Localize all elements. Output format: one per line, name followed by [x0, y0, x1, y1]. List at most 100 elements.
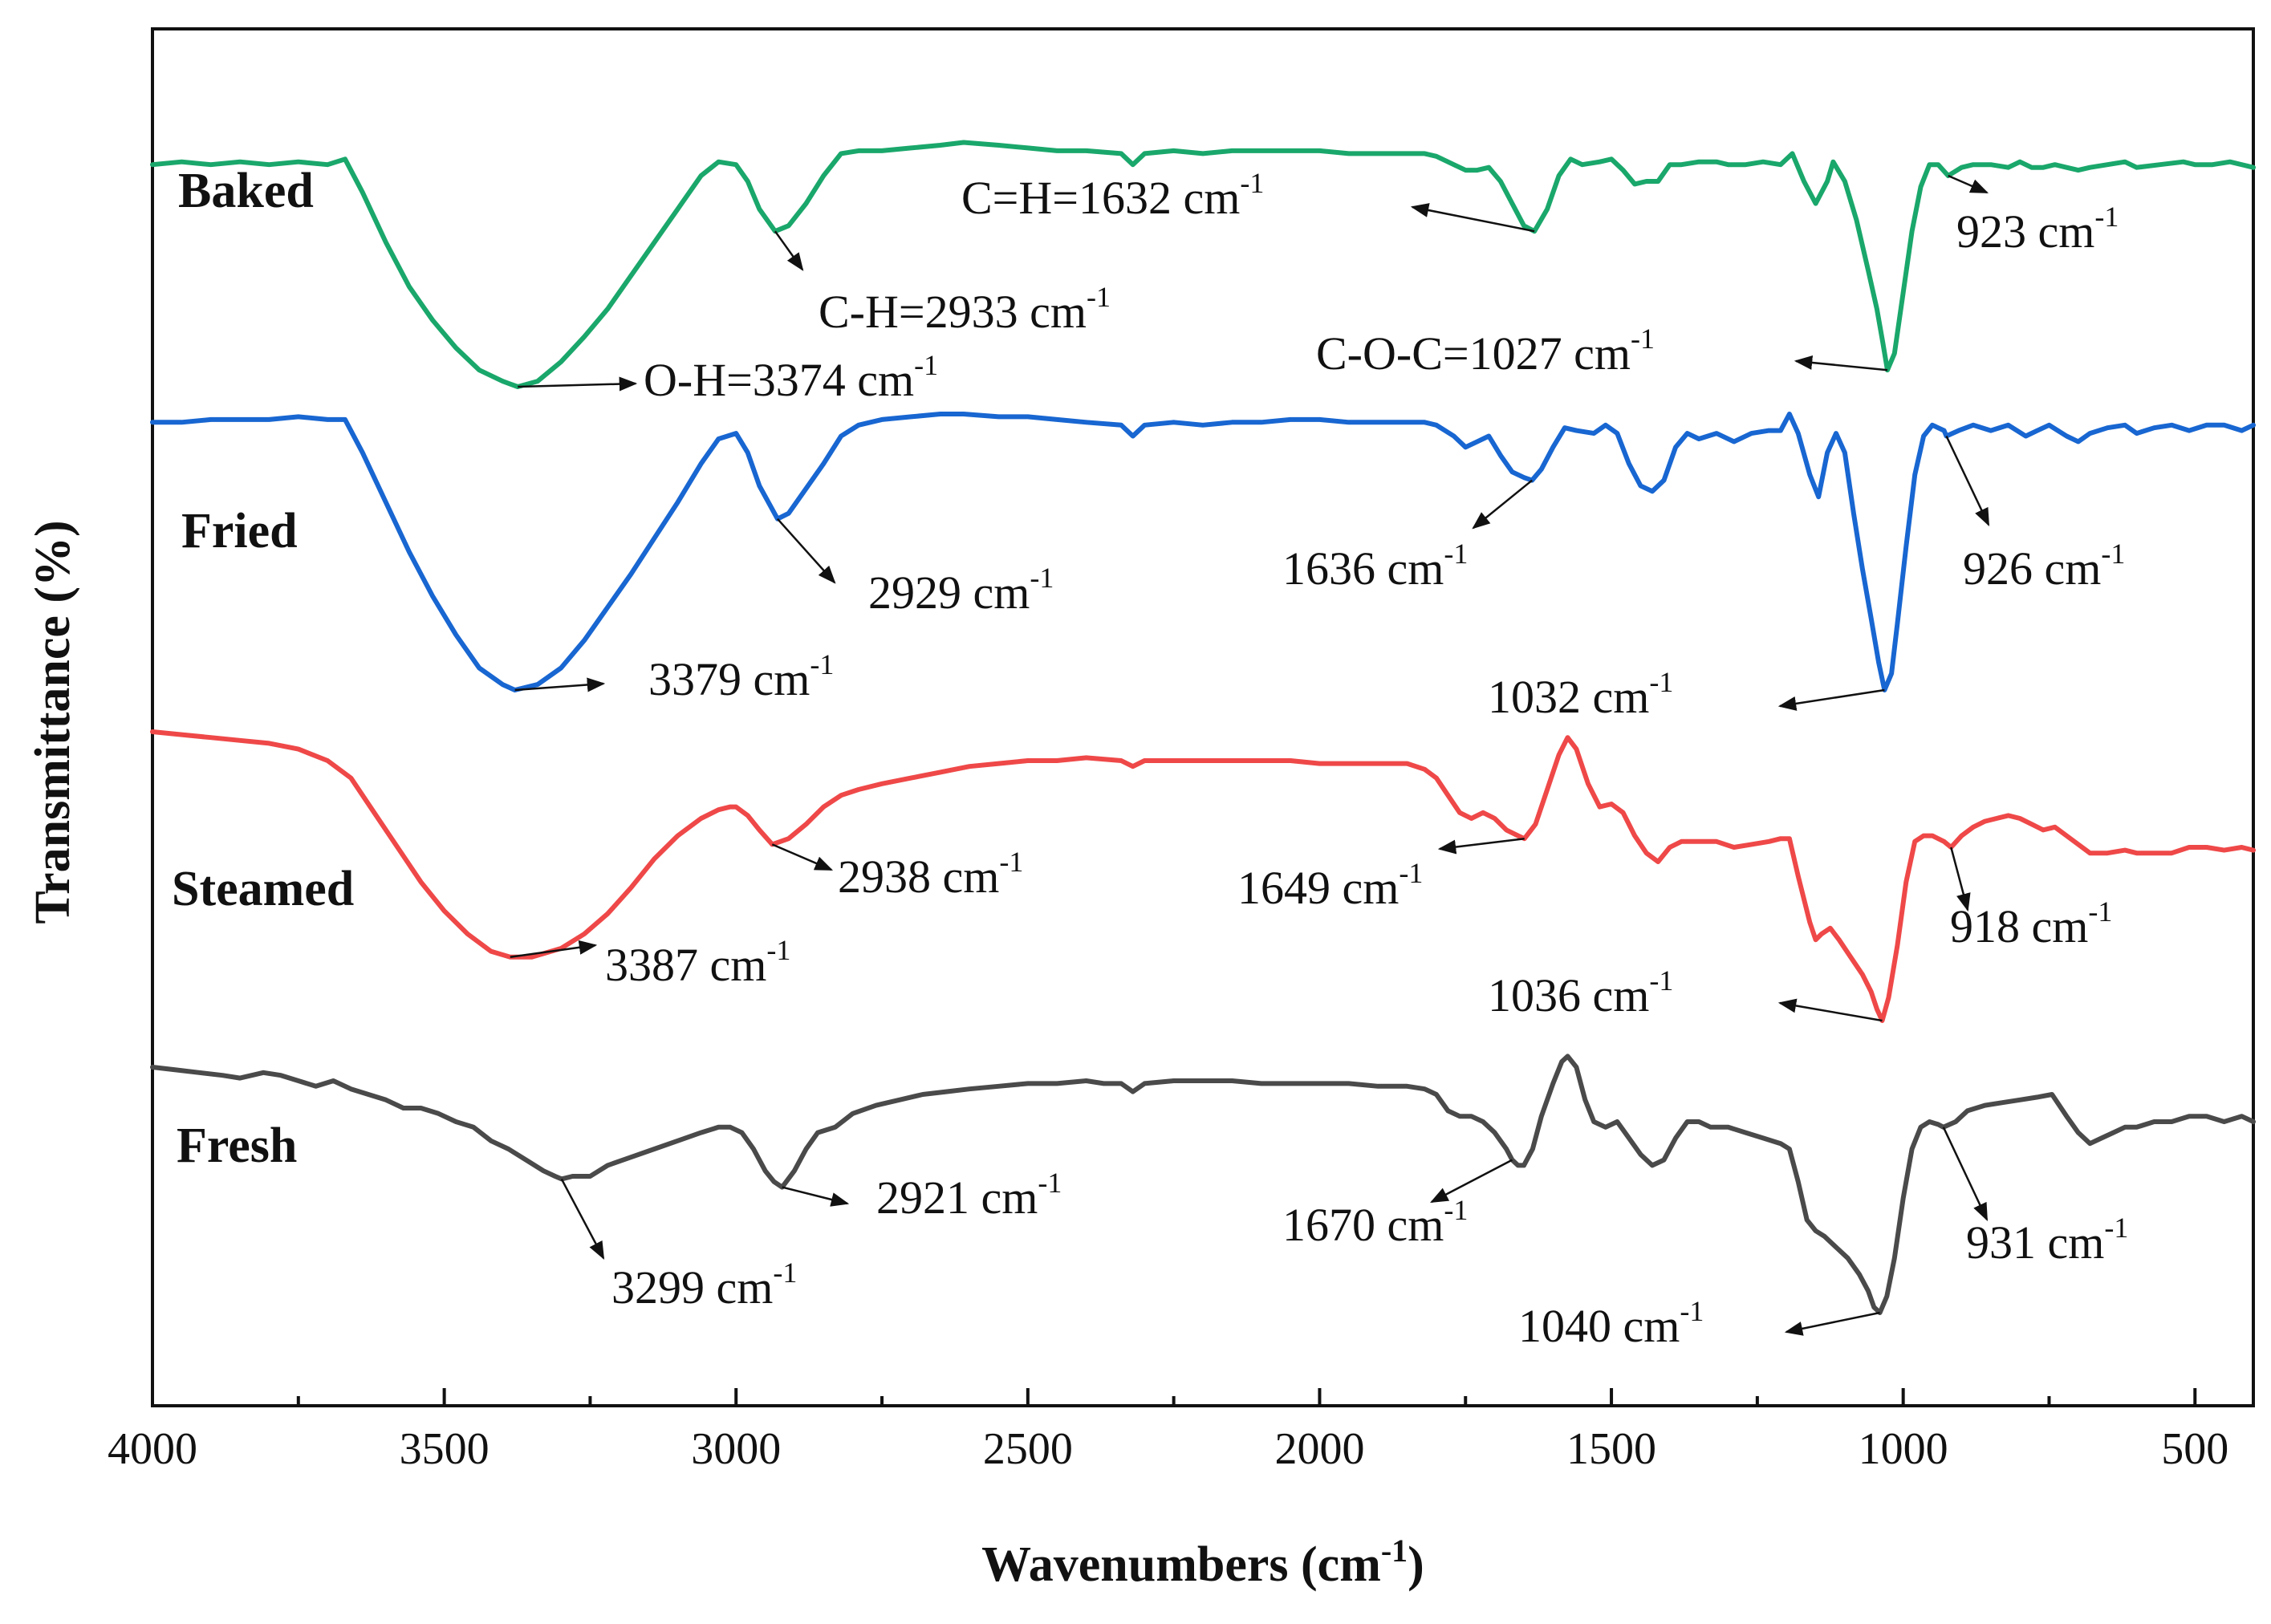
- annotation-baked-1027-label: C-O-C=1027 cm-1: [1316, 323, 1655, 380]
- annotation-baked-3374-arrow: [518, 376, 638, 392]
- x-tick-label-3000: 3000: [691, 1424, 781, 1474]
- annotation-fried-1636-arrow: [1472, 479, 1533, 530]
- annotation-steamed-2938-label: 2938 cm-1: [838, 846, 1023, 903]
- annotation-steamed-918-arrow: [1950, 847, 1971, 912]
- annotation-fried-926-label: 926 cm-1: [1963, 538, 2125, 595]
- plot-frame: [151, 27, 2255, 1407]
- annotation-baked-2933-arrow: [774, 230, 804, 271]
- annotation-steamed-918-sup: -1: [2088, 895, 2112, 928]
- annotation-fresh-3299-text: 3299 cm: [611, 1261, 773, 1313]
- series-label-baked: Baked: [178, 164, 314, 218]
- annotation-steamed-1036-sup: -1: [1649, 964, 1673, 997]
- annotation-steamed-1649-text: 1649 cm: [1237, 862, 1399, 914]
- annotation-baked-1027-arrow: [1794, 355, 1888, 371]
- series-line-fresh: [150, 1054, 2256, 1315]
- annotation-fresh-1040-sup: -1: [1680, 1295, 1704, 1327]
- annotation-baked-1027-text: C-O-C=1027 cm: [1316, 327, 1631, 380]
- series-line-fried: [150, 412, 2256, 692]
- annotation-steamed-3387-text: 3387 cm: [605, 939, 766, 991]
- annotation-fried-3379-text: 3379 cm: [648, 653, 810, 705]
- annotation-baked-923-sup: -1: [2094, 201, 2119, 233]
- annotation-steamed-3387-label: 3387 cm-1: [605, 934, 790, 991]
- series-lines: [150, 140, 2256, 1315]
- annotation-baked-3374-label: O-H=3374 cm-1: [644, 349, 938, 406]
- annotation-fried-1636-label: 1636 cm-1: [1282, 538, 1468, 595]
- annotation-fried-1636-text: 1636 cm: [1282, 542, 1444, 595]
- annotation-steamed-1036-text: 1036 cm: [1488, 969, 1649, 1021]
- annotation-fried-1636-sup: -1: [1444, 538, 1468, 570]
- annotation-fried-3379-label: 3379 cm-1: [648, 648, 834, 705]
- annotation-fried-926-arrow: [1945, 435, 1990, 527]
- annotation-fried-1032-label: 1032 cm-1: [1488, 666, 1673, 723]
- annotation-fried-2929-label: 2929 cm-1: [868, 562, 1054, 619]
- x-tick-label-4000: 4000: [108, 1424, 197, 1474]
- x-tick-label-3500: 3500: [400, 1424, 490, 1474]
- annotation-fried-926-text: 926 cm: [1963, 542, 2101, 595]
- annotation-fried-1032-text: 1032 cm: [1488, 671, 1649, 723]
- series-label-fresh: Fresh: [177, 1119, 297, 1173]
- series-label-steamed: Steamed: [172, 862, 354, 916]
- annotation-fried-2929-text: 2929 cm: [868, 566, 1030, 619]
- x-axis-title: Wavenumbers (cm-1): [981, 1533, 1424, 1592]
- annotation-baked-1632-label: C=H=1632 cm-1: [961, 167, 1264, 224]
- annotation-fresh-2921-text: 2921 cm: [876, 1171, 1038, 1224]
- annotation-baked-923-text: 923 cm: [1956, 205, 2094, 258]
- annotation-fresh-1670-arrow: [1430, 1159, 1513, 1204]
- x-tick-label-1500: 1500: [1566, 1424, 1656, 1474]
- series-line-steamed: [150, 729, 2256, 1023]
- annotation-fried-3379-sup: -1: [810, 648, 834, 680]
- annotation-fresh-931-arrow: [1942, 1127, 1989, 1222]
- annotation-steamed-1649-arrow: [1437, 837, 1525, 855]
- annotation-fresh-1670-text: 1670 cm: [1282, 1199, 1444, 1251]
- x-axis-title-main: Wavenumbers (cm: [981, 1537, 1381, 1592]
- annotation-fresh-1670-label: 1670 cm-1: [1282, 1194, 1468, 1251]
- annotation-steamed-1036-arrow: [1777, 998, 1883, 1022]
- annotation-fresh-3299-arrow: [560, 1178, 605, 1260]
- annotation-steamed-1649-sup: -1: [1399, 857, 1423, 889]
- annotations: O-H=3374 cm-1C-H=2933 cm-1C=H=1632 cm-1C…: [510, 167, 2128, 1352]
- annotation-steamed-3387-arrow: [510, 940, 598, 959]
- annotation-baked-1632-text: C=H=1632 cm: [961, 172, 1240, 224]
- annotation-baked-3374-text: O-H=3374 cm: [644, 354, 914, 406]
- annotation-steamed-2938-arrow: [771, 843, 834, 871]
- annotation-baked-1632-arrow: [1410, 203, 1535, 233]
- annotation-baked-2933-text: C-H=2933 cm: [819, 286, 1087, 338]
- annotation-fresh-931-label: 931 cm-1: [1966, 1212, 2128, 1269]
- annotation-fresh-3299-sup: -1: [773, 1257, 797, 1289]
- x-tick-label-2000: 2000: [1274, 1424, 1364, 1474]
- y-axis-title: Transmittance (%): [26, 520, 80, 924]
- x-tick-label-1000: 1000: [1859, 1424, 1948, 1474]
- annotation-baked-3374-sup: -1: [914, 349, 938, 381]
- annotation-fresh-1040-text: 1040 cm: [1518, 1300, 1680, 1352]
- series-labels: Baked Fried Steamed Fresh: [172, 164, 354, 1173]
- annotation-steamed-2938-text: 2938 cm: [838, 851, 999, 903]
- annotation-fried-1032-arrow: [1777, 688, 1885, 711]
- axes: [151, 27, 2255, 1407]
- x-axis-title-sup: -1: [1381, 1533, 1408, 1569]
- series-label-fried: Fried: [181, 504, 298, 558]
- annotation-steamed-2938-sup: -1: [999, 846, 1023, 878]
- annotation-fresh-2921-sup: -1: [1038, 1167, 1062, 1199]
- annotation-fresh-1040-arrow: [1784, 1311, 1880, 1336]
- annotation-fresh-1670-sup: -1: [1444, 1194, 1468, 1226]
- annotation-fresh-3299-label: 3299 cm-1: [611, 1257, 797, 1313]
- annotation-fresh-931-text: 931 cm: [1966, 1216, 2104, 1269]
- annotation-fresh-2921-label: 2921 cm-1: [876, 1167, 1062, 1224]
- annotation-steamed-1036-label: 1036 cm-1: [1488, 964, 1673, 1021]
- annotation-fresh-1040-label: 1040 cm-1: [1518, 1295, 1704, 1352]
- series-line-baked: [150, 140, 2256, 389]
- x-tick-label-500: 500: [2161, 1424, 2228, 1474]
- annotation-baked-2933-sup: -1: [1087, 281, 1111, 313]
- annotation-baked-1027-sup: -1: [1631, 323, 1655, 355]
- annotation-steamed-918-text: 918 cm: [1950, 900, 2088, 952]
- annotation-fresh-2921-arrow: [782, 1186, 850, 1207]
- annotation-fried-1032-sup: -1: [1649, 666, 1673, 698]
- annotation-fried-3379-arrow: [514, 677, 606, 692]
- x-tick-label-2500: 2500: [983, 1424, 1073, 1474]
- annotation-baked-1632-sup: -1: [1240, 167, 1264, 199]
- annotation-fresh-931-sup: -1: [2104, 1212, 2128, 1244]
- annotation-steamed-918-label: 918 cm-1: [1950, 895, 2112, 952]
- annotation-fried-2929-arrow: [776, 518, 836, 584]
